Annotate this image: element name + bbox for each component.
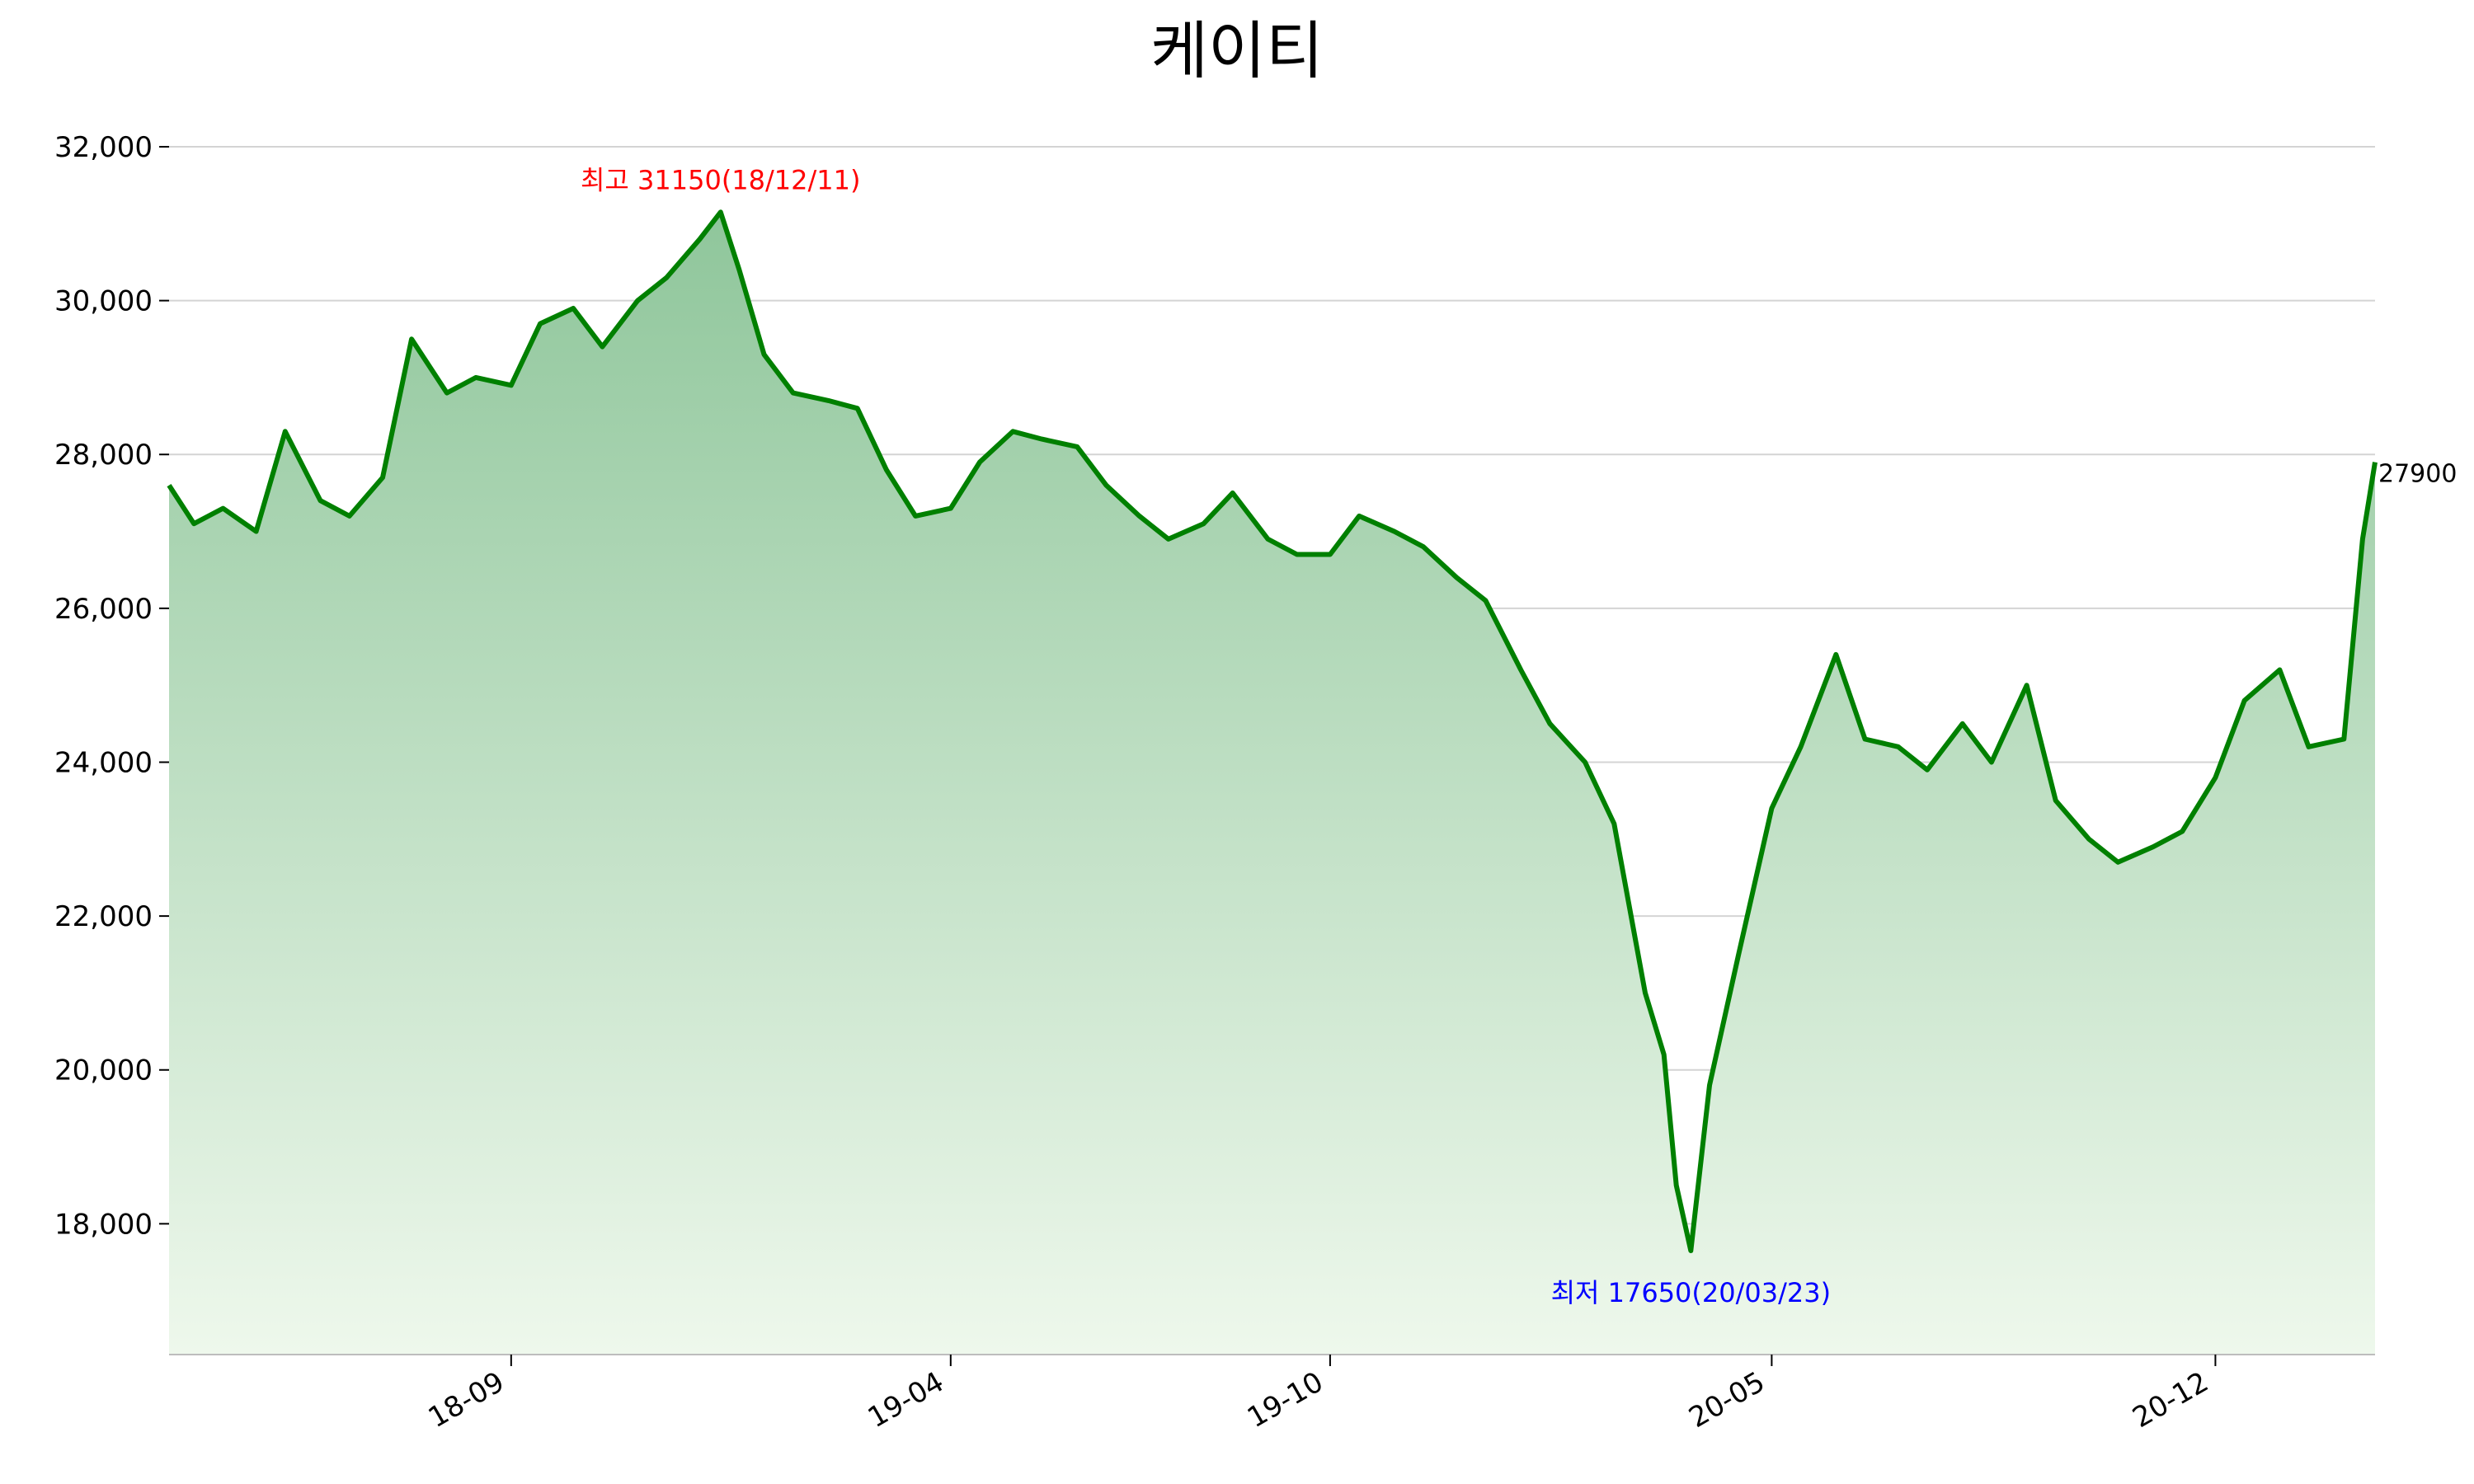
x-tick-label: 20-12 (2127, 1365, 2214, 1435)
y-tick-label: 18,000 (54, 1208, 153, 1241)
price-area-fill (169, 212, 2375, 1355)
price-area (169, 212, 2375, 1355)
y-tick-label: 26,000 (54, 593, 153, 626)
y-tick-label: 20,000 (54, 1054, 153, 1087)
x-tick-label: 19-10 (1242, 1365, 1329, 1435)
y-tick-label: 30,000 (54, 285, 153, 318)
annotations: 최고 31150(18/12/11) 최저 17650(20/03/23) 2790… (581, 164, 2457, 1308)
price-series (167, 209, 2378, 1253)
y-tick-label: 24,000 (54, 746, 153, 779)
y-tick-label: 22,000 (54, 900, 153, 933)
y-tick-label: 28,000 (54, 439, 153, 472)
last-value-label: 27900 (2378, 460, 2457, 489)
axes: 18,000 20,000 22,000 24,000 26,000 28,000 30,0… (54, 131, 2375, 1435)
min-annotation: 최저 17650(20/03/23) (1551, 1277, 1832, 1308)
x-tick-label: 18-09 (423, 1365, 510, 1435)
y-tick-label: 32,000 (54, 131, 153, 164)
max-annotation: 최고 31150(18/12/11) (581, 164, 861, 195)
price-line (167, 209, 2378, 1253)
chart-title: 케이티 (1150, 14, 1324, 87)
x-tick-label: 20-05 (1683, 1365, 1771, 1435)
x-tick-label: 19-04 (863, 1365, 950, 1435)
